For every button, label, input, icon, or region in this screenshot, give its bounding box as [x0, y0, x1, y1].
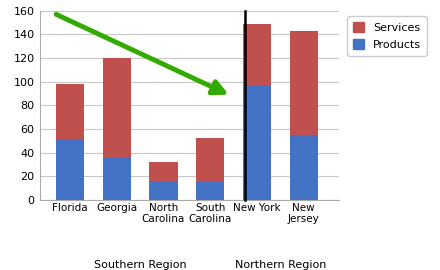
Text: Northern Region: Northern Region: [235, 260, 326, 270]
Bar: [196, 182, 224, 200]
Bar: [103, 58, 131, 157]
Bar: [150, 181, 177, 200]
Bar: [150, 162, 177, 181]
Text: Southern Region: Southern Region: [94, 260, 187, 270]
Bar: [290, 31, 318, 135]
Bar: [243, 85, 271, 200]
Legend: Services, Products: Services, Products: [347, 16, 427, 56]
Bar: [56, 140, 84, 200]
Bar: [103, 157, 131, 200]
Bar: [290, 135, 318, 200]
Bar: [56, 84, 84, 140]
Bar: [196, 138, 224, 182]
Bar: [243, 24, 271, 85]
